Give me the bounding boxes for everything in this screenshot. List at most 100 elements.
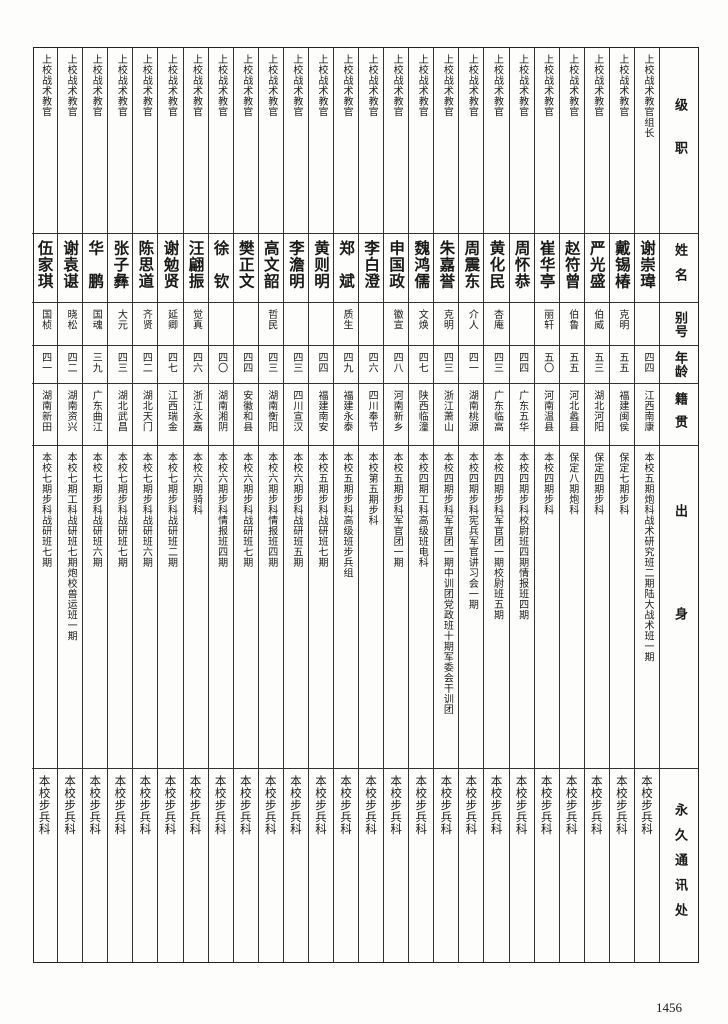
rank-text: 上校战术教官	[65, 54, 77, 117]
table-row: 上校战术教官组长 谢崇瑋 四四 江西南康 本校五期炮科战术研究班二期陆大战术班一期 本校步…	[633, 48, 659, 962]
name-text: 周震东	[462, 240, 481, 290]
name-text: 黄则明	[311, 240, 330, 290]
age-text: 四三	[441, 352, 453, 373]
name-text: 李白澄	[362, 240, 381, 290]
alias-text: 克明	[616, 309, 628, 330]
cell-alias: 徽宣	[384, 303, 409, 346]
address-text: 本校步兵科	[639, 775, 654, 835]
background-text: 本校五期步科战研班七期	[315, 452, 327, 568]
cell-rank: 上校战术教官	[108, 48, 133, 234]
name-text: 魏鸿儒	[412, 240, 431, 290]
cell-origin: 湖北河阳	[584, 384, 609, 446]
cell-address: 本校步兵科	[32, 769, 57, 962]
age-text: 四四	[641, 352, 653, 373]
cell-rank: 上校战术教官	[484, 48, 509, 234]
background-text: 本校七期步科战研班七期	[39, 452, 51, 568]
rank-text: 上校战术教官	[265, 54, 277, 117]
rank-text: 上校战术教官	[115, 54, 127, 117]
cell-address: 本校步兵科	[434, 769, 458, 962]
background-text: 保定八期炮科	[566, 452, 578, 515]
origin-text: 湖北河阳	[591, 390, 603, 432]
age-text: 四九	[341, 352, 353, 373]
cell-rank: 上校战术教官	[83, 48, 108, 234]
cell-background: 本校四期步科宪兵军官讲习会一期	[459, 446, 484, 769]
table-row: 上校战术教官 崔华亭 丽轩 五〇 河南温县 本校四期步科 本校步兵科	[533, 48, 559, 962]
rank-text: 上校战术教官	[165, 54, 177, 117]
rank-text: 上校战术教官	[516, 54, 528, 117]
age-text: 四四	[240, 352, 252, 373]
rank-text: 上校战术教官	[366, 54, 378, 117]
table-row: 上校战术教官 严光盛 伯威 五三 湖北河阳 保定四期步科 本校步兵科	[583, 48, 609, 962]
age-text: 四三	[290, 352, 302, 373]
name-text: 朱嘉誉	[437, 240, 456, 290]
cell-alias: 晓松	[58, 303, 83, 346]
age-text: 四六	[366, 352, 378, 373]
cell-alias	[509, 303, 534, 346]
name-text: 高文韶	[261, 240, 280, 290]
cell-origin: 河南温县	[534, 384, 559, 446]
header-alias-label: 别号	[672, 310, 687, 338]
cell-address: 本校步兵科	[585, 769, 609, 962]
cell-origin: 福建南安	[308, 384, 333, 446]
age-text: 四一	[39, 352, 51, 373]
cell-alias	[208, 303, 233, 346]
cell-name: 张子彝	[108, 234, 133, 303]
table-row: 上校战术教官 谢勉贤 延卿 四七 江西瑞金 本校七期步科战研班二期 本校步兵科	[157, 48, 183, 962]
age-text: 四三	[265, 352, 277, 373]
cell-origin: 四川奉节	[359, 384, 384, 446]
age-text: 五三	[591, 352, 603, 373]
table-row: 上校战术教官华 鹏国魂 三九 广东曲江 本校七期步科战研班六期 本校步兵科	[82, 48, 108, 962]
cell-name: 徐 钦	[208, 234, 233, 303]
table-row: 上校战术教官 周震东 介人 四一 湖南桃源 本校四期步科宪兵军官讲习会一期 本校步兵科	[458, 48, 484, 962]
age-text: 三九	[90, 352, 102, 373]
background-text: 保定四期步科	[591, 452, 603, 515]
cell-background: 本校六期骑科	[183, 446, 208, 769]
cell-origin: 湖南湘阴	[208, 384, 233, 446]
cell-rank: 上校战术教官	[308, 48, 333, 234]
cell-age: 四四	[308, 346, 333, 384]
address-text: 本校步兵科	[138, 775, 153, 835]
cell-background: 本校四期步科军官团一期中训团党政班十期军委会干训团	[434, 446, 459, 769]
cell-address: 本校步兵科	[635, 769, 659, 962]
background-text: 本校四期步科宪兵军官讲习会一期	[466, 452, 478, 610]
cell-age: 四四	[509, 346, 534, 384]
background-text: 本校七期步科战研班七期	[115, 452, 127, 568]
table-row: 上校战术教官 高文韶 哲民 四三 湖南衡阳 本校六期步科情报班四期 本校步兵科	[257, 48, 283, 962]
address-text: 本校步兵科	[163, 775, 178, 835]
header-age-label: 年龄	[672, 351, 687, 378]
address-text: 本校步兵科	[339, 775, 354, 835]
cell-address: 本校步兵科	[234, 769, 258, 962]
cell-rank: 上校战术教官	[133, 48, 158, 234]
alias-text: 延卿	[165, 309, 177, 330]
rank-text: 上校战术教官	[240, 54, 252, 117]
age-text: 四六	[190, 352, 202, 373]
address-text: 本校步兵科	[88, 775, 103, 835]
cell-name: 谢袁谌	[58, 234, 83, 303]
rank-text: 上校战术教官	[215, 54, 227, 117]
cell-name: 郑 斌	[333, 234, 359, 303]
background-text: 本校六期步科情报班四期	[215, 452, 227, 568]
alias-text: 国桢	[39, 309, 51, 330]
cell-alias	[634, 303, 659, 346]
cell-age: 五五	[609, 346, 634, 384]
cell-background: 本校五期炮科战术研究班二期陆大战术班一期	[634, 446, 659, 769]
age-text: 四四	[516, 352, 528, 373]
cell-alias: 国魂	[83, 303, 108, 346]
alias-text: 晓松	[65, 309, 77, 330]
cell-origin: 四川宣汉	[283, 384, 308, 446]
cell-origin: 福建闽侯	[609, 384, 634, 446]
background-text: 本校七期步科战研班六期	[90, 452, 102, 568]
background-text: 本校四期步科军官团一期中训团党政班十期军委会干训团	[441, 452, 453, 715]
cell-name: 陈思道	[133, 234, 158, 303]
cell-age: 四六	[359, 346, 384, 384]
table-row: 上校战术教官 赵符曾 伯鲁 五五 河北蠡县 保定八期炮科 本校步兵科	[558, 48, 584, 962]
origin-text: 浙江萧山	[441, 390, 453, 432]
address-text: 本校步兵科	[188, 775, 203, 835]
cell-origin: 河北蠡县	[559, 384, 584, 446]
cell-name: 戴锡椿	[609, 234, 634, 303]
cell-background: 本校五期步科战研班七期	[308, 446, 333, 769]
cell-age: 四八	[384, 346, 409, 384]
table-row: 上校战术教官 魏鸿儒 文焕 四七 陕西临潼 本校四期工科高级班电科 本校步兵科	[408, 48, 434, 962]
cell-alias	[283, 303, 308, 346]
cell-alias: 齐贤	[133, 303, 158, 346]
